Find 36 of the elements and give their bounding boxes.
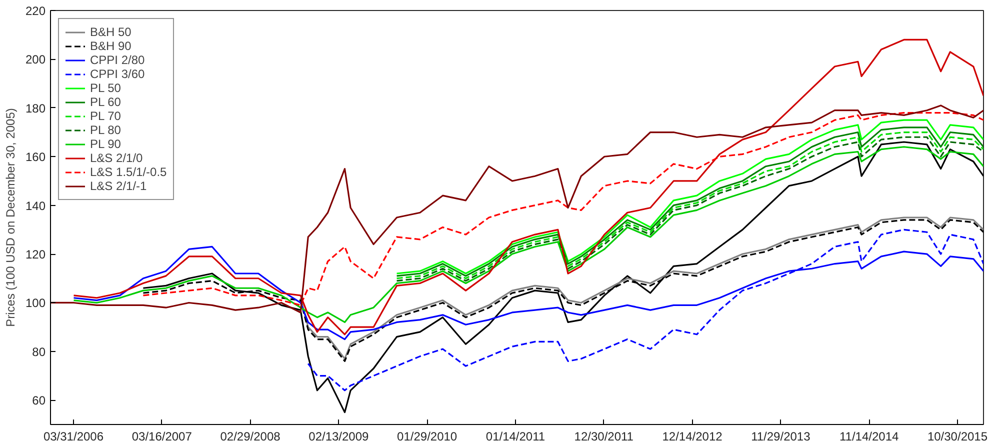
legend-label: PL 60 <box>90 95 121 109</box>
legend-label: L&S 1.5/1/-0.5 <box>90 165 167 179</box>
y-axis-title: Prices (100 USD on December 30, 2005) <box>3 108 18 327</box>
legend-label: L&S 2/1/-1 <box>90 179 147 193</box>
legend-label: L&S 2/1/0 <box>90 151 143 165</box>
x-tick-label: 01/14/2011 <box>486 430 546 444</box>
line-series <box>72 38 984 336</box>
y-tick-label: 160 <box>25 150 46 164</box>
y-tick-label: 140 <box>25 198 46 213</box>
y-tick-label: 100 <box>25 296 46 310</box>
legend-label: PL 80 <box>90 123 121 137</box>
legend-label: B&H 90 <box>90 39 132 53</box>
x-tick-label: 11/29/2013 <box>751 430 811 444</box>
x-tick-label: 03/31/2006 <box>43 430 104 444</box>
x-tick-label: 12/14/2012 <box>662 430 723 444</box>
legend-label: PL 70 <box>90 109 121 123</box>
y-tick-label: 200 <box>25 52 46 67</box>
x-tick-label: 11/14/2014 <box>840 430 899 444</box>
legend-label: CPPI 3/60 <box>90 67 145 81</box>
legend-label: PL 50 <box>90 81 121 95</box>
x-tick-label: 02/13/2009 <box>308 430 370 444</box>
x-tick-label: 10/30/2015 <box>927 430 988 444</box>
legend-label: CPPI 2/80 <box>90 53 145 67</box>
y-tick-label: 180 <box>25 101 46 116</box>
x-tick-label: 02/29/2008 <box>220 430 281 444</box>
legend-label: B&H 50 <box>90 25 132 39</box>
y-tick-label: 60 <box>32 394 46 408</box>
x-tick-label: 03/16/2007 <box>132 430 192 444</box>
line-series <box>300 216 984 360</box>
y-tick-label: 120 <box>25 248 46 262</box>
line-series <box>50 104 984 314</box>
x-tick-label: 12/30/2011 <box>574 430 634 444</box>
legend-label: PL 90 <box>90 137 121 151</box>
y-tick-label: 220 <box>25 4 46 18</box>
x-tick-label: 01/29/2010 <box>397 430 458 444</box>
y-tick-label: 80 <box>32 344 46 359</box>
